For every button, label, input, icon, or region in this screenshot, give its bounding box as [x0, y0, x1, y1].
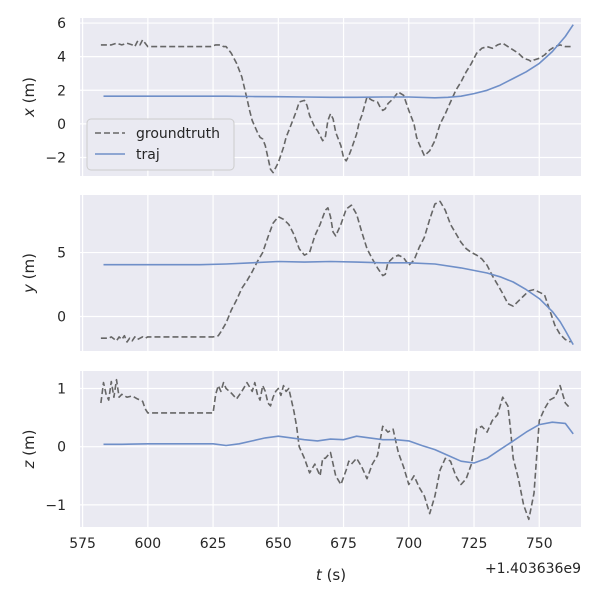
panel-y: 0 5 y (m) — [20, 195, 581, 351]
y-tick-label: 6 — [57, 16, 66, 32]
series-line-groundtruth — [100, 200, 571, 343]
legend-label-traj: traj — [136, 147, 160, 163]
x-axis-label-unit: (s) — [322, 566, 346, 584]
series-line-groundtruth — [100, 39, 571, 174]
x-tick-label: 750 — [526, 536, 553, 552]
y-axis-label-x: x (m) — [20, 77, 38, 118]
legend-box — [86, 118, 235, 171]
y-tick-label: 1 — [57, 381, 66, 397]
series-line-traj — [103, 24, 574, 99]
panel-background — [80, 195, 581, 351]
y-axis-label-unit: (m) — [20, 77, 38, 108]
x-tick-label: 650 — [265, 536, 292, 552]
x-tick-label: 575 — [69, 536, 96, 552]
y-tick-label: −1 — [45, 498, 66, 514]
y-tick-label: 0 — [57, 117, 66, 133]
x-axis-label: t (s) — [316, 566, 346, 584]
x-tick-label: 625 — [200, 536, 227, 552]
y-axis-label-var: z — [20, 459, 38, 469]
y-axis-label-var: y — [20, 283, 38, 294]
series-line-traj — [103, 260, 574, 345]
y-axis-label-y: y (m) — [20, 253, 38, 294]
x-tick-label: 700 — [395, 536, 422, 552]
x-tick-label: 675 — [330, 536, 357, 552]
y-axis-label-unit: (m) — [20, 253, 38, 284]
legend: groundtruth traj — [86, 118, 235, 171]
y-tick-label: 2 — [57, 83, 66, 99]
x-tick-label: 725 — [461, 536, 488, 552]
panels-layer: −2 0 2 4 6 x (m) 0 5 y (m) 575 600 625 650 675 700 725 7… — [20, 16, 581, 552]
y-tick-label: 0 — [57, 309, 66, 325]
y-tick-label: −2 — [45, 151, 66, 167]
series-line-traj — [103, 421, 574, 464]
y-tick-label: 4 — [57, 50, 66, 66]
y-axis-label-z: z (m) — [20, 430, 38, 470]
y-axis-label-unit: (m) — [20, 430, 38, 461]
panel-z: 575 600 625 650 675 700 725 750 −1 0 1 z (m) — [20, 371, 581, 552]
legend-label-groundtruth: groundtruth — [136, 126, 220, 142]
x-tick-label: 600 — [134, 536, 161, 552]
x-axis-offset-text: +1.403636e9 — [485, 561, 581, 577]
panel-background — [80, 371, 581, 527]
y-tick-label: 0 — [57, 440, 66, 456]
x-axis-label-var: t — [316, 566, 323, 584]
y-tick-label: 5 — [57, 246, 66, 262]
y-axis-label-var: x — [20, 108, 38, 118]
